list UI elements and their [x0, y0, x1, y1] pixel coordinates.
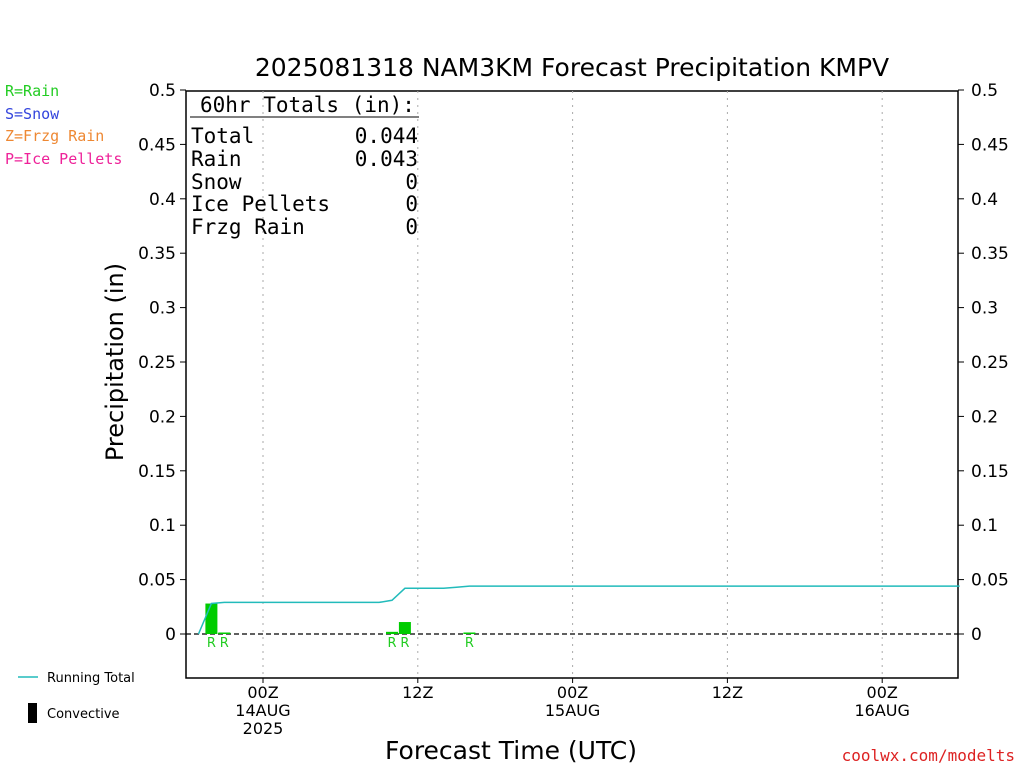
totals-label-frzg-rain: Frzg Rain: [191, 215, 305, 239]
convective-legend-swatch: [28, 703, 37, 723]
y-ticks-left: 0 0.05 0.1 0.15 0.2 0.25 0.3 0.35 0.4 0.45 0.5: [138, 81, 186, 645]
totals-label-ice-pellets: Ice Pellets: [191, 192, 330, 216]
x-grid: [262, 91, 883, 678]
y-tick-label-right: 0.15: [971, 462, 1009, 482]
y-tick-label-right: 0: [971, 625, 982, 645]
x-tick-label: 00Z: [557, 683, 588, 702]
y-tick-label-left: 0.05: [138, 571, 176, 591]
chart-title: 2025081318 NAM3KM Forecast Precipitation…: [255, 53, 889, 82]
x-tick-label: 12Z: [402, 683, 433, 702]
y-tick-label-right: 0.4: [971, 190, 998, 210]
y-tick-label-right: 0.3: [971, 299, 998, 319]
y-tick-label-right: 0.5: [971, 81, 998, 101]
y-tick-label-right: 0.2: [971, 407, 998, 427]
precip-bars: [205, 603, 476, 634]
y-tick-label-left: 0.35: [138, 244, 176, 264]
y-ticks-right: 0 0.05 0.1 0.15 0.2 0.25 0.3 0.35 0.4 0.45 0.5: [958, 81, 1009, 645]
precip-type-marker: R: [220, 636, 229, 651]
x-axis-label: Forecast Time (UTC): [385, 736, 637, 765]
y-tick-label-left: 0.4: [149, 190, 176, 210]
running-total-legend-label: Running Total: [47, 671, 135, 686]
x-tick-label: 00Z: [867, 683, 898, 702]
precip-bar: [386, 631, 398, 634]
convective-legend-label: Convective: [47, 707, 120, 722]
y-tick-label-left: 0.5: [149, 81, 176, 101]
x-tick-label: 16AUG: [854, 701, 909, 720]
legend-frzg-rain: Z=Frzg Rain: [5, 127, 104, 145]
running-total-line: [197, 585, 960, 635]
series-legend: Running Total Convective: [18, 671, 135, 723]
totals-label-rain: Rain: [191, 147, 242, 171]
y-tick-label-left: 0.2: [149, 407, 176, 427]
totals-value-frzg-rain: 0: [405, 215, 418, 239]
y-tick-label-right: 0.1: [971, 516, 998, 536]
totals-label-total: Total: [191, 124, 254, 148]
x-tick-label: 2025: [243, 719, 284, 738]
y-tick-label-right: 0.05: [971, 571, 1009, 591]
precip-bar: [463, 632, 476, 634]
legend-snow: S=Snow: [5, 105, 60, 123]
y-tick-label-left: 0.1: [149, 516, 176, 536]
credit-text: coolwx.com/modelts: [842, 746, 1015, 765]
x-tick-label: 15AUG: [545, 701, 600, 720]
y-tick-label-right: 0.35: [971, 244, 1009, 264]
x-tick-label: 14AUG: [235, 701, 290, 720]
totals-label-snow: Snow: [191, 170, 242, 194]
totals-box: 60hr Totals (in): Total 0.044 Rain 0.043…: [190, 93, 419, 239]
precip-type-marker: R: [387, 636, 396, 651]
totals-header: 60hr Totals (in):: [200, 93, 415, 117]
y-tick-label-right: 0.25: [971, 353, 1009, 373]
legend-rain: R=Rain: [5, 82, 59, 100]
y-tick-label-left: 0.45: [138, 135, 176, 155]
precip-type-marker: R: [465, 636, 474, 651]
totals-value-snow: 0: [405, 170, 418, 194]
y-axis-label: Precipitation (in): [101, 263, 129, 461]
totals-value-rain: 0.043: [355, 147, 418, 171]
y-tick-label-right: 0.45: [971, 135, 1009, 155]
y-tick-label-left: 0.25: [138, 353, 176, 373]
precip-bar: [398, 622, 411, 634]
x-tick-label: 12Z: [712, 683, 743, 702]
precip-bar: [205, 603, 218, 634]
running-total-series: [197, 585, 960, 635]
y-tick-label-left: 0: [165, 625, 176, 645]
precip-type-legend: R=Rain S=Snow Z=Frzg Rain P=Ice Pellets: [5, 82, 122, 168]
totals-value-total: 0.044: [355, 124, 418, 148]
y-tick-label-left: 0.15: [138, 462, 176, 482]
totals-value-ice-pellets: 0: [405, 192, 418, 216]
y-tick-label-left: 0.3: [149, 299, 176, 319]
x-tick-label: 00Z: [247, 683, 278, 702]
plot-frame: [185, 90, 959, 679]
legend-ice-pellets: P=Ice Pellets: [5, 150, 122, 168]
precip-type-marker: R: [400, 636, 409, 651]
precip-type-marker: R: [207, 636, 216, 651]
precip-bar: [218, 632, 231, 634]
